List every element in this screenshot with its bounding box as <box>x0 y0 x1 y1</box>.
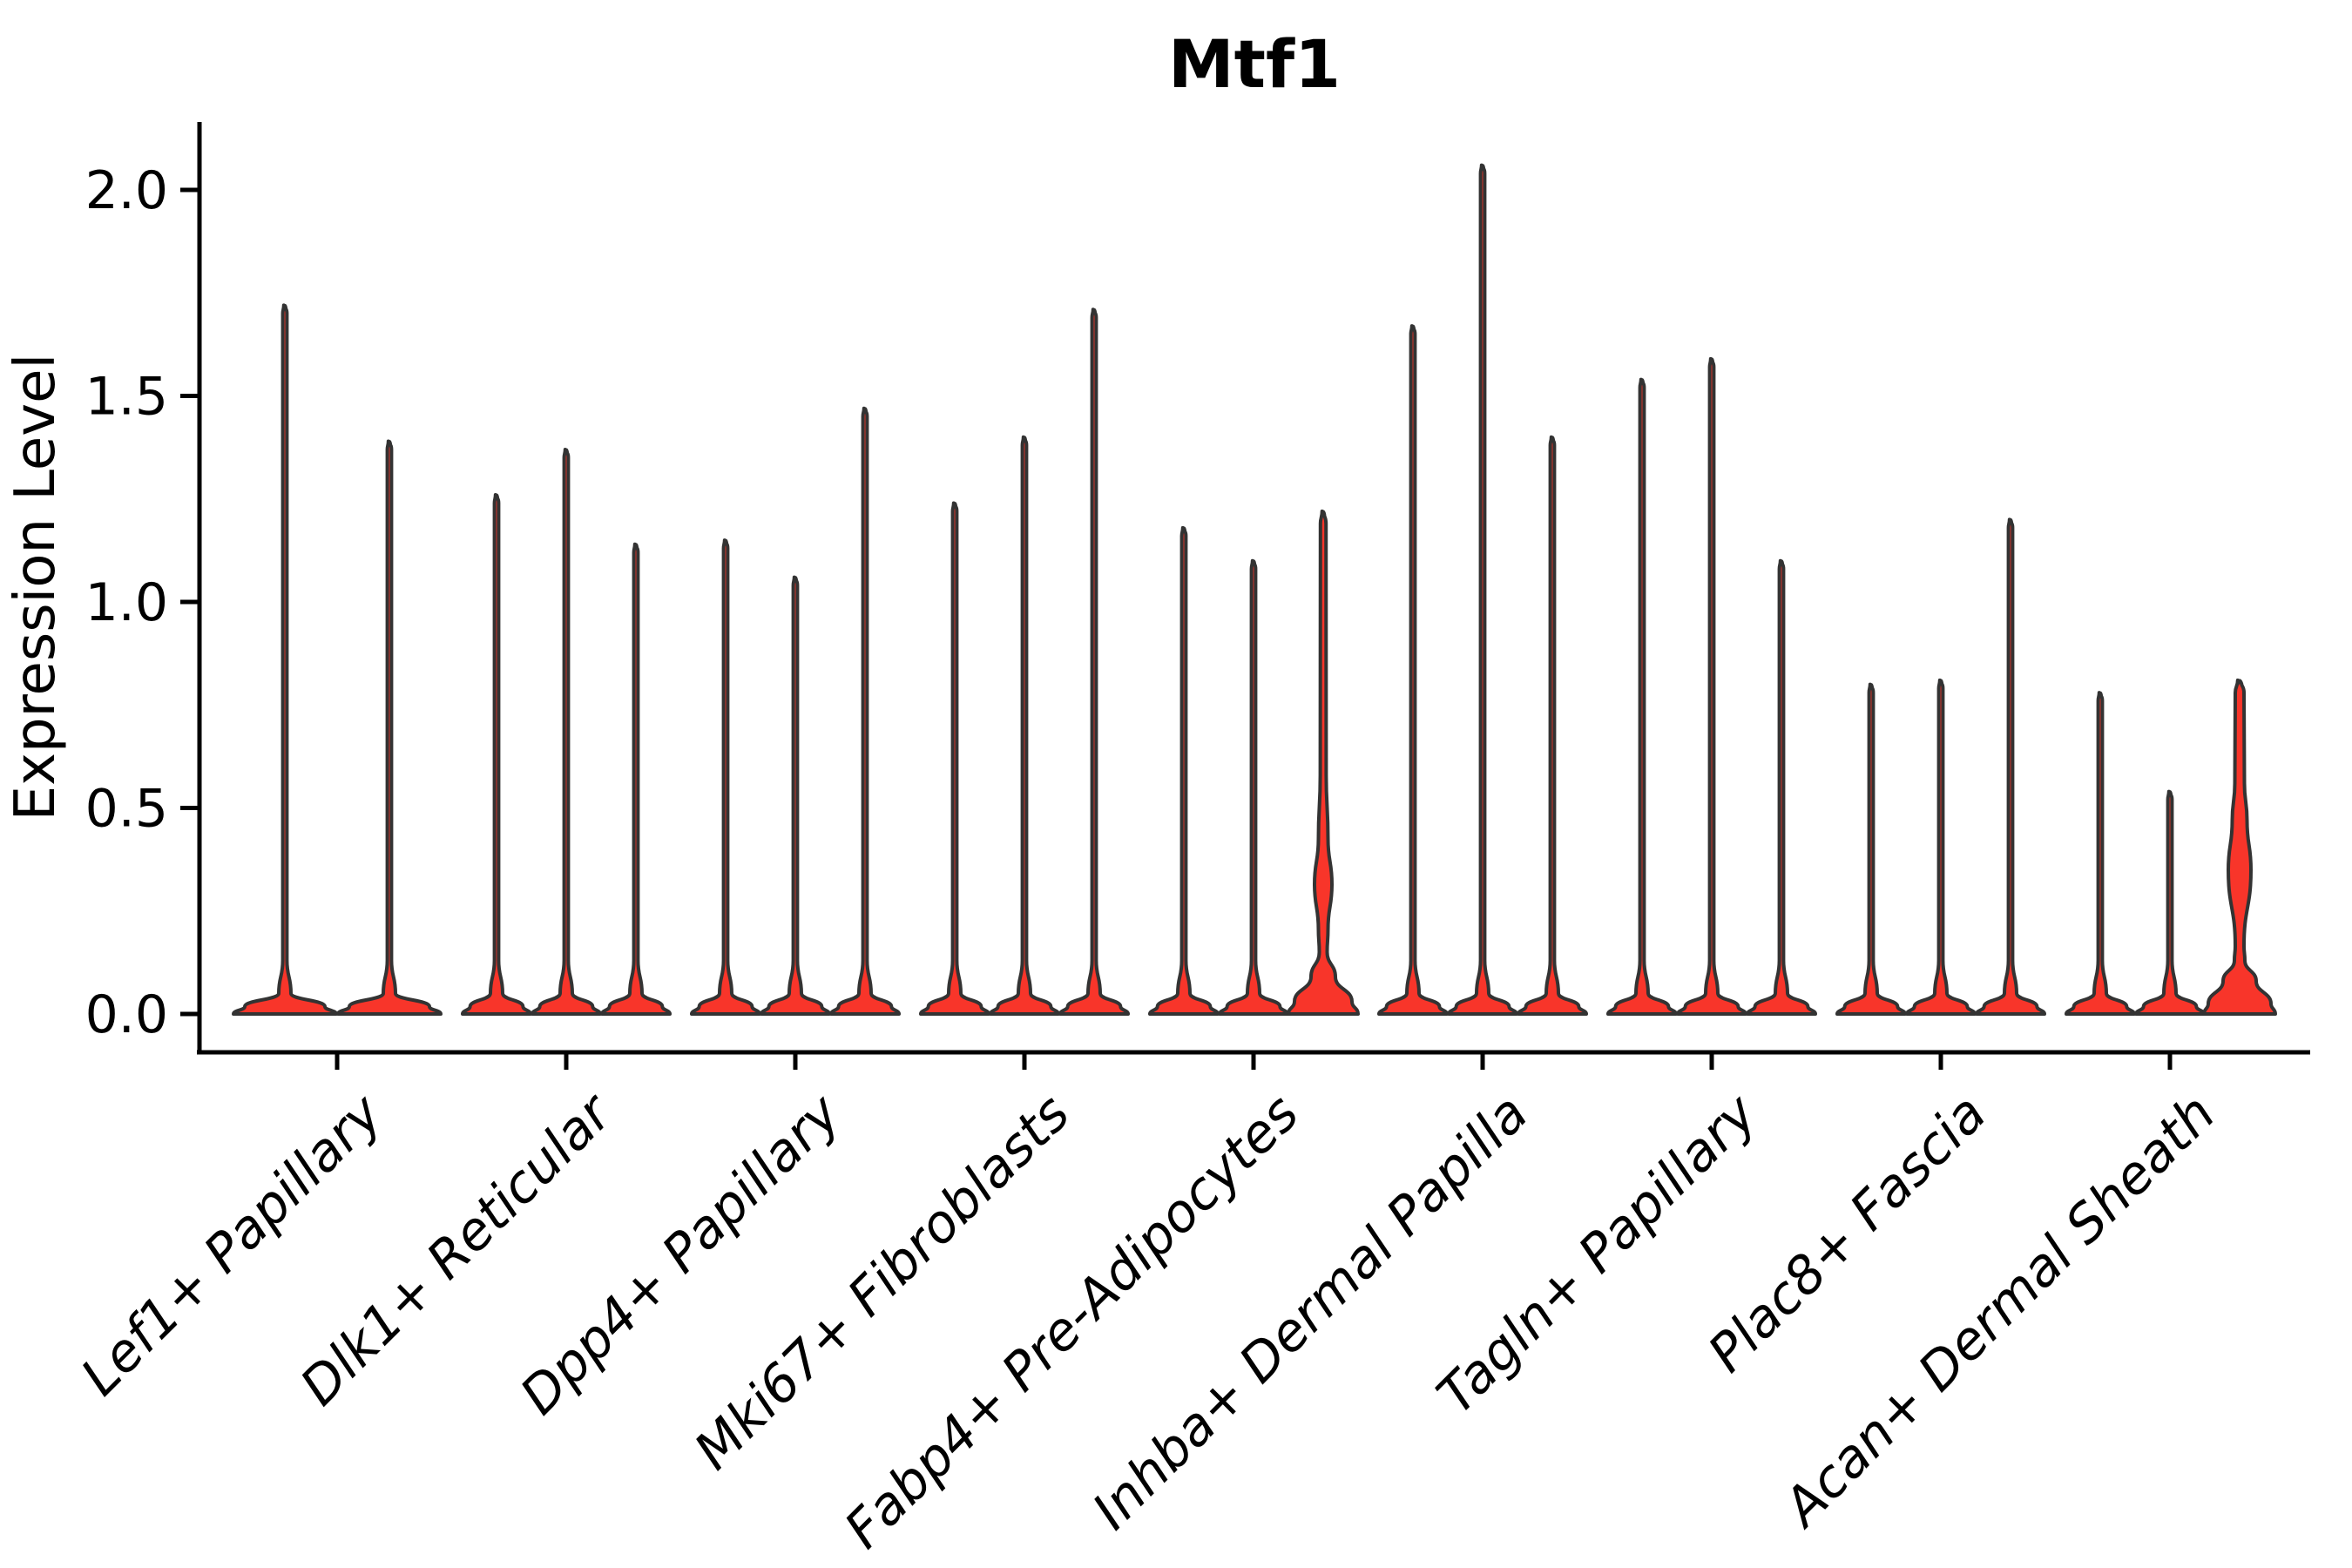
y-tick-label-0.0: 0.0 <box>85 984 168 1045</box>
violin-fabp4-1 <box>1148 525 1220 1016</box>
chart-title: Mtf1 <box>1168 25 1341 103</box>
violin-lef1-1 <box>232 303 338 1016</box>
violin-mki67-3 <box>1058 308 1130 1016</box>
violin-fabp4-3-highlighted <box>1287 509 1360 1016</box>
violin-inhba-2 <box>1447 163 1518 1016</box>
violin-tagln-3 <box>1746 558 1817 1016</box>
violin-plac8-1 <box>1835 682 1907 1016</box>
violin-dlk1-2 <box>531 448 602 1016</box>
violin-plac8-2 <box>1905 678 1977 1016</box>
y-tick-label-1.5: 1.5 <box>85 367 168 428</box>
violin-acan-1 <box>2065 691 2136 1016</box>
violin-acan-2 <box>2134 789 2206 1016</box>
violin-dpp4-1 <box>690 538 761 1016</box>
violin-dlk1-3 <box>600 542 672 1016</box>
violin-dlk1-1 <box>461 493 532 1016</box>
violin-plac8-3 <box>1975 517 2046 1016</box>
y-tick-label-0.5: 0.5 <box>85 779 168 840</box>
x-tick-label-5: Inhba+ Dermal Papilla <box>1081 1083 1539 1541</box>
violin-series <box>232 163 2277 1016</box>
violin-mki67-1 <box>919 501 990 1016</box>
violin-dpp4-2 <box>760 575 831 1016</box>
violin-tagln-2 <box>1676 356 1747 1016</box>
x-tick-label-3: Mki67+ Fibroblasts <box>683 1083 1082 1482</box>
violin-tagln-1 <box>1606 377 1678 1016</box>
violin-acan-3-highlighted <box>2202 678 2277 1016</box>
violin-mki67-2 <box>989 435 1060 1016</box>
violin-lef1-2 <box>336 439 443 1016</box>
x-tick-label-8: Acan+ Dermal Sheath <box>1770 1083 2227 1540</box>
y-axis-ticks: 0.0 0.5 1.0 1.5 2.0 <box>85 160 199 1045</box>
y-tick-label-1.0: 1.0 <box>85 572 168 633</box>
x-tick-label-4: Fabp4+ Pre-Adipocytes <box>833 1083 1310 1560</box>
y-tick-label-2.0: 2.0 <box>85 160 168 221</box>
y-axis-label: Expression Level <box>3 354 68 821</box>
violin-inhba-1 <box>1377 324 1449 1016</box>
violin-dpp4-3 <box>829 406 901 1016</box>
violin-fabp4-2 <box>1218 558 1289 1016</box>
violin-inhba-3 <box>1517 435 1588 1016</box>
